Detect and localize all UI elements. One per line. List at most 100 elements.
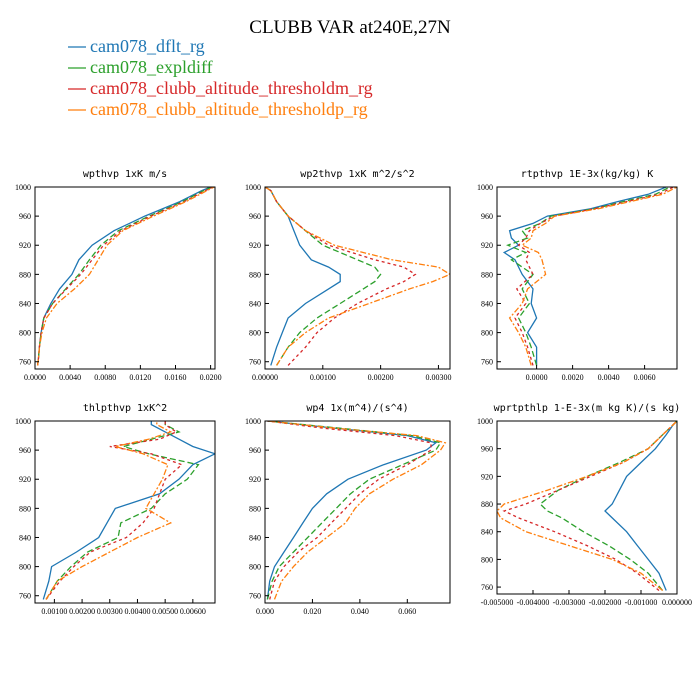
legend-entry-0: cam078_dflt_rg (90, 36, 205, 56)
x-tick-label: 0.00400 (124, 607, 150, 616)
x-tick-label: 0.0000 (526, 373, 548, 382)
x-tick-label: 0.0120 (129, 373, 151, 382)
series-line-red (502, 421, 677, 592)
y-tick-label: 960 (249, 446, 261, 455)
series-line-red (45, 421, 184, 600)
legend: cam078_dflt_rgcam078_expldiffcam078_club… (68, 36, 373, 119)
x-tick-label: 0.0200 (200, 373, 222, 382)
series-line-green (36, 187, 213, 366)
legend-entry-1: cam078_expldiff (90, 57, 213, 77)
y-tick-label: 840 (249, 533, 261, 542)
y-tick-label: 800 (481, 555, 493, 564)
x-tick-label: 0.000000 (662, 598, 692, 607)
y-tick-label: 880 (19, 270, 31, 279)
y-tick-label: 760 (19, 358, 31, 367)
series-line-orange (45, 421, 173, 600)
series-line-green (266, 421, 442, 600)
x-tick-label: 0.00200 (69, 607, 95, 616)
y-tick-label: 880 (249, 270, 261, 279)
series-line-blue (36, 187, 211, 366)
plot-frame (264, 420, 451, 604)
y-tick-label: 840 (19, 299, 31, 308)
y-tick-label: 960 (19, 446, 31, 455)
plot-frame (34, 186, 216, 370)
y-tick-label: 840 (249, 299, 261, 308)
series-line-orange (497, 421, 677, 592)
series-line-red (265, 187, 417, 366)
x-tick-label: 0.0000 (24, 373, 46, 382)
series-line-blue (502, 187, 667, 366)
x-tick-label: 0.00200 (368, 373, 394, 382)
plot-frame (34, 420, 216, 604)
x-tick-label: -0.003000 (553, 598, 586, 607)
series-line-blue (265, 187, 341, 366)
x-tick-label: -0.001000 (625, 598, 658, 607)
y-tick-label: 800 (19, 329, 31, 338)
panel-title: thlpthvp 1xK^2 (83, 403, 167, 414)
x-tick-label: 0.000 (256, 607, 274, 616)
y-tick-label: 880 (249, 504, 261, 513)
y-tick-label: 800 (481, 329, 493, 338)
plot-frame (264, 186, 451, 370)
series-line-red (267, 421, 432, 600)
panel-title: rtpthvp 1E-3x(kg/kg) K (521, 169, 653, 180)
y-tick-label: 800 (249, 563, 261, 572)
series-line-green (505, 187, 671, 366)
y-tick-label: 920 (481, 241, 493, 250)
legend-entry-2: cam078_clubb_altitude_thresholdm_rg (90, 78, 373, 98)
series-line-blue (604, 421, 677, 591)
y-tick-label: 960 (481, 445, 493, 454)
y-tick-label: 760 (19, 592, 31, 601)
x-tick-label: 0.0040 (598, 373, 620, 382)
y-tick-label: 760 (481, 583, 493, 592)
y-tick-label: 840 (19, 533, 31, 542)
y-tick-label: 960 (481, 212, 493, 221)
series-line-orange (508, 187, 677, 366)
x-tick-label: -0.002000 (589, 598, 622, 607)
y-tick-label: 1000 (15, 417, 31, 426)
y-tick-label: 800 (19, 563, 31, 572)
x-tick-label: 0.00300 (425, 373, 451, 382)
panels: wpthvp 1xK m/s 760 800 840 880 920 960 1000 0.00… (15, 169, 692, 616)
x-tick-label: 0.020 (303, 607, 321, 616)
series-line-orange (265, 187, 450, 366)
y-tick-label: 1000 (15, 183, 31, 192)
panel-5: wp4 1x(m^4)/(s^4) 760 800 840 880 920 960 1000 0… (245, 403, 451, 616)
series-line-green (45, 421, 200, 600)
x-tick-label: 0.00100 (310, 373, 336, 382)
figure-title: CLUBB VAR at240E,27N (249, 17, 451, 38)
plot-frame (496, 186, 678, 370)
y-tick-label: 920 (19, 475, 31, 484)
y-tick-label: 840 (481, 528, 493, 537)
x-tick-label: -0.004000 (517, 598, 550, 607)
x-tick-label: 0.0060 (634, 373, 656, 382)
y-tick-label: 960 (249, 212, 261, 221)
legend-entry-3: cam078_clubb_altitude_thresholdp_rg (90, 99, 368, 119)
series-line-orange (36, 187, 215, 366)
y-tick-label: 840 (481, 299, 493, 308)
panel-1: wpthvp 1xK m/s 760 800 840 880 920 960 1000 0.00… (15, 169, 222, 382)
y-tick-label: 760 (249, 358, 261, 367)
plot-frame (496, 420, 678, 595)
y-tick-label: 880 (481, 270, 493, 279)
panel-title: wpthvp 1xK m/s (83, 169, 167, 180)
x-tick-label: 0.00000 (252, 373, 278, 382)
x-tick-label: 0.040 (351, 607, 369, 616)
series-line-red (36, 187, 214, 366)
y-tick-label: 800 (249, 329, 261, 338)
series-line-red (514, 187, 674, 366)
y-tick-label: 1000 (477, 183, 493, 192)
y-tick-label: 1000 (245, 183, 261, 192)
y-tick-label: 1000 (245, 417, 261, 426)
y-tick-label: 920 (481, 472, 493, 481)
panel-3: rtpthvp 1E-3x(kg/kg) K 760 800 840 880 920 960… (477, 169, 678, 382)
panel-title: wprtpthlp 1-E-3x(m kg K)/(s kg) (494, 403, 681, 414)
series-line-orange (267, 421, 447, 600)
y-tick-label: 760 (249, 592, 261, 601)
x-tick-label: 0.060 (398, 607, 416, 616)
series-line-blue (266, 421, 438, 600)
series-line-green (265, 187, 382, 366)
panel-4: thlpthvp 1xK^2 760 800 840 880 920 960 1000 0.00… (15, 403, 216, 616)
y-tick-label: 760 (481, 358, 493, 367)
